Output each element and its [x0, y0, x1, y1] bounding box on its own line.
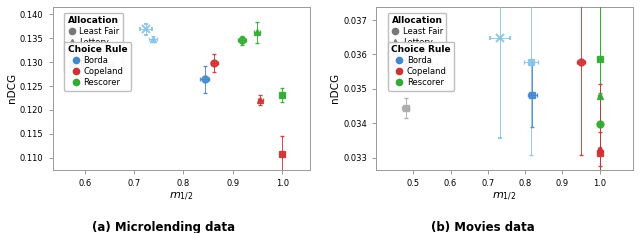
Y-axis label: nDCG: nDCG	[7, 73, 17, 103]
Legend: Borda, Copeland, Rescorer: Borda, Copeland, Rescorer	[65, 42, 131, 91]
Text: (a) Microlending data: (a) Microlending data	[92, 221, 235, 233]
Text: (b) Movies data: (b) Movies data	[431, 221, 535, 233]
X-axis label: $m_{1/2}$: $m_{1/2}$	[169, 191, 193, 203]
Legend: Borda, Copeland, Rescorer: Borda, Copeland, Rescorer	[388, 42, 454, 91]
X-axis label: $m_{1/2}$: $m_{1/2}$	[492, 191, 516, 203]
Y-axis label: nDCG: nDCG	[330, 73, 340, 103]
